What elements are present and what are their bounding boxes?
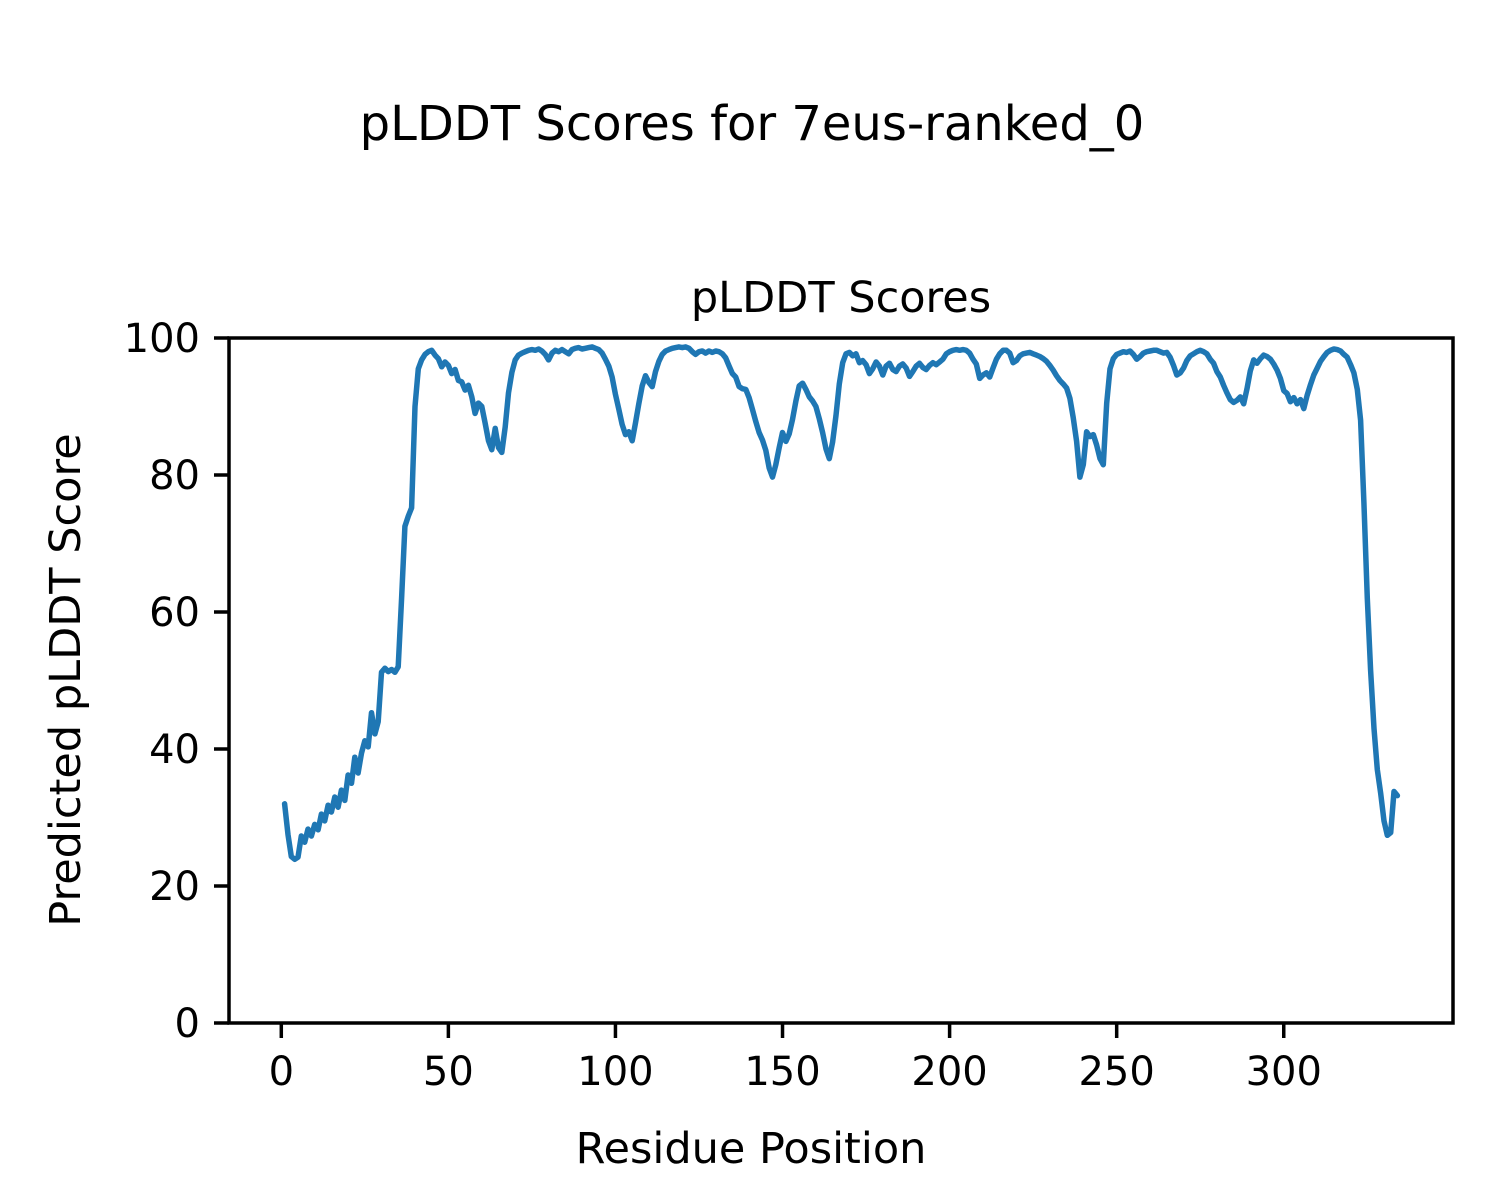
x-axis-label: Residue Position bbox=[576, 1124, 927, 1174]
y-tick-label: 100 bbox=[124, 316, 200, 362]
x-axis-ticks: 0 50 100 150 200 250 300 bbox=[269, 1023, 1322, 1095]
y-tick-label: 80 bbox=[149, 453, 200, 499]
x-tick-label: 300 bbox=[1246, 1049, 1322, 1095]
y-axis-ticks: 0 20 40 60 80 100 bbox=[124, 316, 229, 1047]
y-tick-label: 0 bbox=[175, 1001, 200, 1047]
x-tick-label: 150 bbox=[744, 1049, 820, 1095]
plddt-line bbox=[281, 344, 1401, 863]
x-tick-label: 200 bbox=[911, 1049, 987, 1095]
figure-title: pLDDT Scores for 7eus-ranked_0 bbox=[360, 96, 1145, 152]
x-tick-label: 0 bbox=[269, 1049, 294, 1095]
x-tick-label: 50 bbox=[423, 1049, 474, 1095]
y-tick-label: 20 bbox=[149, 864, 200, 910]
x-tick-label: 250 bbox=[1078, 1049, 1154, 1095]
y-tick-label: 60 bbox=[149, 590, 200, 636]
axes-frame bbox=[227, 336, 1455, 1025]
x-tick-label: 100 bbox=[577, 1049, 653, 1095]
y-axis-label: Predicted pLDDT Score bbox=[41, 433, 91, 926]
axes-title: pLDDT Scores bbox=[691, 273, 991, 323]
y-tick-label: 40 bbox=[149, 727, 200, 773]
